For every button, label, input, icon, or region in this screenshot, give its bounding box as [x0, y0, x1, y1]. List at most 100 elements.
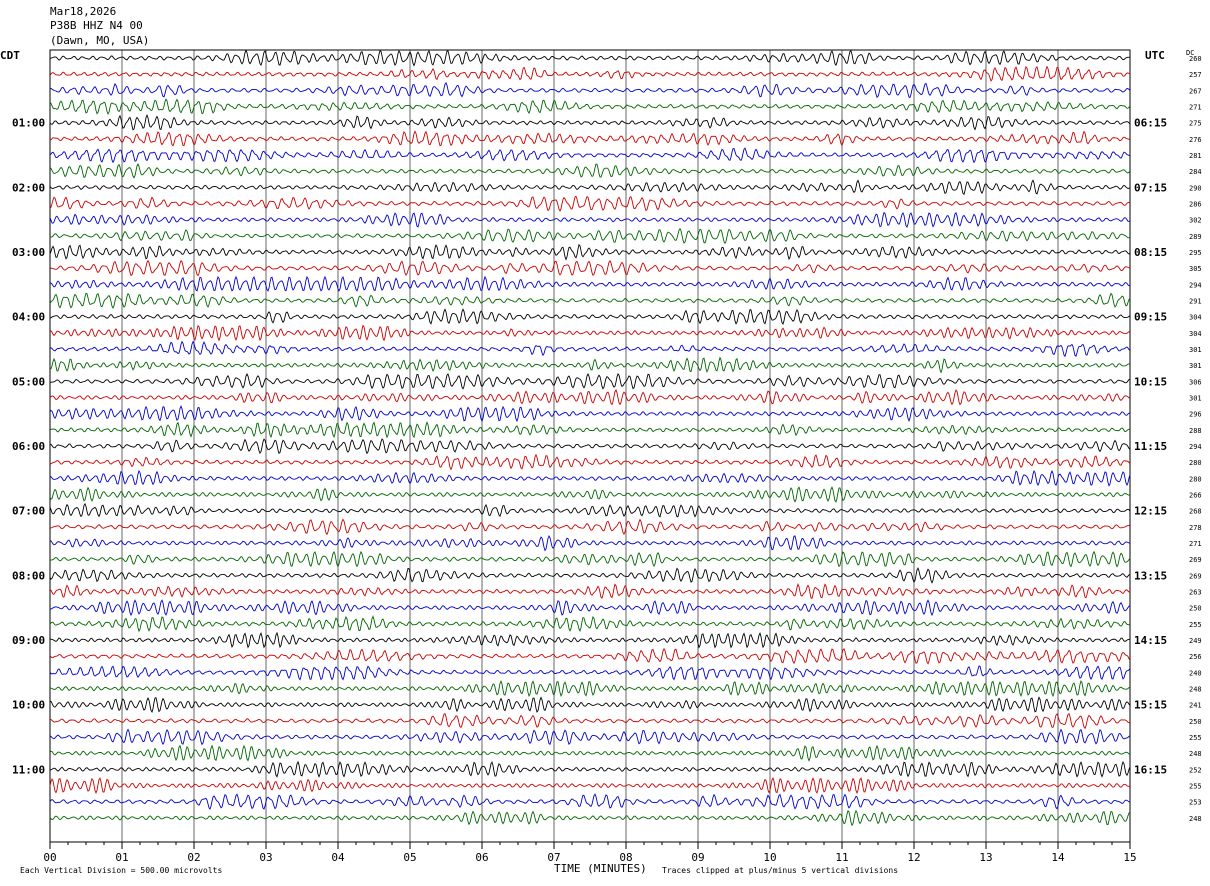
dc-offset-label: 253 [1189, 799, 1202, 807]
trace-row-32 [49, 567, 1131, 584]
dc-header-label: DC [1186, 49, 1195, 57]
dc-offset-label: 291 [1189, 298, 1202, 306]
clip-note: Traces clipped at plus/minus 5 vertical … [662, 866, 899, 875]
left-hour-label: 01:00 [12, 117, 45, 130]
dc-offset-label: 249 [1189, 637, 1202, 645]
dc-offset-label: 241 [1189, 702, 1202, 710]
x-tick-label: 08 [619, 851, 632, 864]
trace-row-12 [49, 243, 1131, 261]
dc-offset-label: 250 [1189, 605, 1202, 613]
dc-offset-label: 257 [1189, 71, 1202, 79]
right-hour-label: 14:15 [1134, 634, 1167, 647]
trace-row-13 [49, 259, 1131, 277]
left-hour-label: 09:00 [12, 634, 45, 647]
trace-row-1 [49, 65, 1131, 82]
x-tick-label: 01 [115, 851, 128, 864]
dc-offset-label: 269 [1189, 556, 1202, 564]
dc-offset-label: 276 [1189, 136, 1202, 144]
left-hour-label: 10:00 [12, 699, 45, 712]
dc-offset-label: 284 [1189, 168, 1202, 176]
dc-offset-label: 269 [1189, 572, 1202, 580]
trace-row-19 [49, 356, 1131, 374]
x-tick-label: 04 [331, 851, 345, 864]
dc-offset-label: 302 [1189, 217, 1202, 225]
dc-offset-label: 271 [1189, 104, 1202, 112]
right-hour-label: 16:15 [1134, 763, 1167, 776]
dc-offset-label: 301 [1189, 362, 1202, 370]
dc-offset-label: 305 [1189, 265, 1202, 273]
left-hour-label: 06:00 [12, 440, 45, 453]
trace-row-4 [49, 113, 1131, 131]
scale-note: Each Vertical Division = 500.00 microvol… [20, 866, 223, 875]
trace-row-45 [49, 777, 1131, 795]
dc-offset-label: 255 [1189, 783, 1202, 791]
trace-row-21 [49, 389, 1131, 406]
dc-offset-label: 248 [1189, 750, 1202, 758]
trace-row-14 [49, 275, 1131, 292]
trace-row-42 [49, 728, 1131, 746]
trace-row-46 [49, 793, 1131, 810]
dc-offset-label: 294 [1189, 281, 1202, 289]
dc-offset-label: 250 [1189, 718, 1202, 726]
dc-offset-label: 248 [1189, 815, 1202, 823]
trace-row-9 [49, 195, 1131, 212]
chart-location: (Dawn, MO, USA) [50, 34, 150, 47]
trace-row-25 [49, 453, 1131, 471]
dc-offset-label: 280 [1189, 459, 1202, 467]
dc-offset-label: 240 [1189, 669, 1202, 677]
dc-offset-label: 304 [1189, 330, 1202, 338]
x-tick-label: 11 [835, 851, 848, 864]
trace-row-47 [49, 809, 1131, 827]
right-hour-label: 09:15 [1134, 311, 1167, 324]
trace-row-29 [49, 518, 1131, 536]
dc-offset-label: 301 [1189, 346, 1202, 354]
trace-row-16 [49, 308, 1131, 325]
trace-row-38 [49, 665, 1131, 681]
x-tick-label: 02 [187, 851, 200, 864]
dc-offset-label: 280 [1189, 475, 1202, 483]
left-hour-label: 05:00 [12, 375, 45, 388]
trace-row-31 [49, 550, 1131, 568]
right-hour-label: 08:15 [1134, 246, 1167, 259]
trace-row-20 [49, 372, 1131, 390]
dc-offset-label: 256 [1189, 653, 1202, 661]
dc-offset-label: 296 [1189, 411, 1202, 419]
trace-row-39 [49, 679, 1131, 698]
x-tick-label: 03 [259, 851, 272, 864]
x-axis-title: TIME (MINUTES) [554, 862, 647, 875]
trace-row-34 [49, 599, 1131, 617]
dc-offset-label: 248 [1189, 686, 1202, 694]
dc-offset-label: 294 [1189, 443, 1202, 451]
trace-row-33 [49, 582, 1131, 600]
trace-row-2 [49, 82, 1131, 99]
dc-offset-label: 267 [1189, 87, 1202, 95]
x-tick-label: 10 [763, 851, 776, 864]
trace-row-27 [49, 486, 1131, 503]
trace-row-37 [49, 647, 1131, 665]
trace-row-41 [49, 712, 1131, 730]
dc-offset-label: 263 [1189, 589, 1202, 597]
right-hour-label: 07:15 [1134, 181, 1167, 194]
left-hour-label: 11:00 [12, 763, 45, 776]
dc-offset-label: 301 [1189, 395, 1202, 403]
right-hour-label: 06:15 [1134, 117, 1167, 130]
x-tick-label: 09 [691, 851, 704, 864]
trace-row-17 [49, 324, 1131, 342]
right-hour-label: 10:15 [1134, 375, 1167, 388]
trace-row-28 [49, 502, 1131, 518]
chart-date: Mar18,2026 [50, 5, 117, 18]
trace-row-44 [49, 760, 1131, 778]
left-hour-label: 07:00 [12, 505, 45, 518]
dc-offset-label: 255 [1189, 621, 1202, 629]
dc-offset-label: 278 [1189, 524, 1202, 532]
trace-row-3 [49, 98, 1131, 116]
trace-row-15 [49, 292, 1131, 310]
trace-row-11 [49, 227, 1131, 245]
dc-offset-label: 281 [1189, 152, 1202, 160]
x-tick-label: 15 [1123, 851, 1136, 864]
trace-row-8 [49, 179, 1131, 196]
dc-offset-label: 295 [1189, 249, 1202, 257]
left-hour-label: 08:00 [12, 569, 45, 582]
trace-row-36 [49, 631, 1131, 649]
